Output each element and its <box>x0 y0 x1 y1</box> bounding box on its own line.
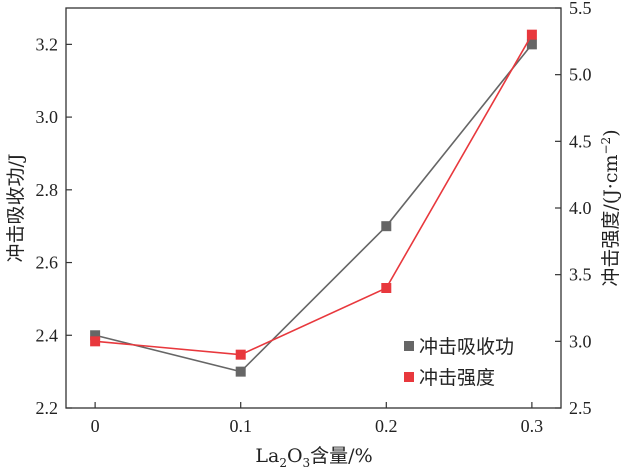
y-left-tick-label: 2.4 <box>36 325 59 345</box>
y-right-axis-title-end: ) <box>600 129 622 136</box>
x-tick-label: 0.2 <box>375 416 398 436</box>
series-line-1 <box>95 34 533 356</box>
x-axis-title-base: La <box>255 445 279 467</box>
legend-label-impact-strength: 冲击强度 <box>419 367 495 389</box>
series-0-point <box>526 39 537 50</box>
series-1-point <box>90 336 101 347</box>
x-tick-label: 0 <box>91 416 100 436</box>
series-1-point <box>526 29 537 40</box>
x-axis-title: La2O3含量/% <box>255 445 372 470</box>
y-left-tick-label: 3.0 <box>36 107 59 127</box>
series-1-point <box>381 283 392 293</box>
series-line-0 <box>94 43 533 373</box>
y-left-tick-label: 2.8 <box>36 180 59 200</box>
legend-marker-impact-strength <box>404 372 414 382</box>
y-right-axis-title-sup: −2 <box>599 137 613 155</box>
y-right-tick-label: 3.5 <box>569 265 592 285</box>
x-axis-title-tail: 含量/% <box>310 445 372 467</box>
series-1-point <box>235 349 246 360</box>
legend: 冲击吸收功 冲击强度 <box>404 336 514 389</box>
y-left-axis-title: 冲击吸收功/J <box>5 153 27 262</box>
series-0-point <box>235 366 246 377</box>
x-axis-title-mid: O <box>287 445 303 467</box>
y-right-tick-label: 5.0 <box>569 65 592 85</box>
series-0-point <box>381 221 392 232</box>
y-right-tick-label: 4.5 <box>569 131 592 151</box>
legend-label-impact-energy: 冲击吸收功 <box>419 336 514 358</box>
x-axis-title-sub2: 3 <box>303 456 311 470</box>
y-left-tick-label: 3.2 <box>36 34 59 54</box>
y-right-tick-label: 5.5 <box>569 0 592 18</box>
y-right-axis-title: 冲击强度/(J·cm−2) <box>599 129 622 286</box>
y-right-tick-label: 3.0 <box>569 331 592 351</box>
legend-marker-impact-energy <box>404 341 414 351</box>
y-right-tick-label: 4.0 <box>569 198 592 218</box>
y-left-tick-label: 2.6 <box>36 253 59 273</box>
series-0-point <box>90 330 101 341</box>
x-tick-label: 0.3 <box>521 416 544 436</box>
y-left-tick-label: 2.2 <box>36 398 59 418</box>
x-tick-label: 0.1 <box>229 416 252 436</box>
y-right-tick-label: 2.5 <box>569 398 592 418</box>
x-axis-title-sub1: 2 <box>279 456 287 470</box>
y-right-axis-title-main: 冲击强度/(J·cm <box>600 154 622 286</box>
